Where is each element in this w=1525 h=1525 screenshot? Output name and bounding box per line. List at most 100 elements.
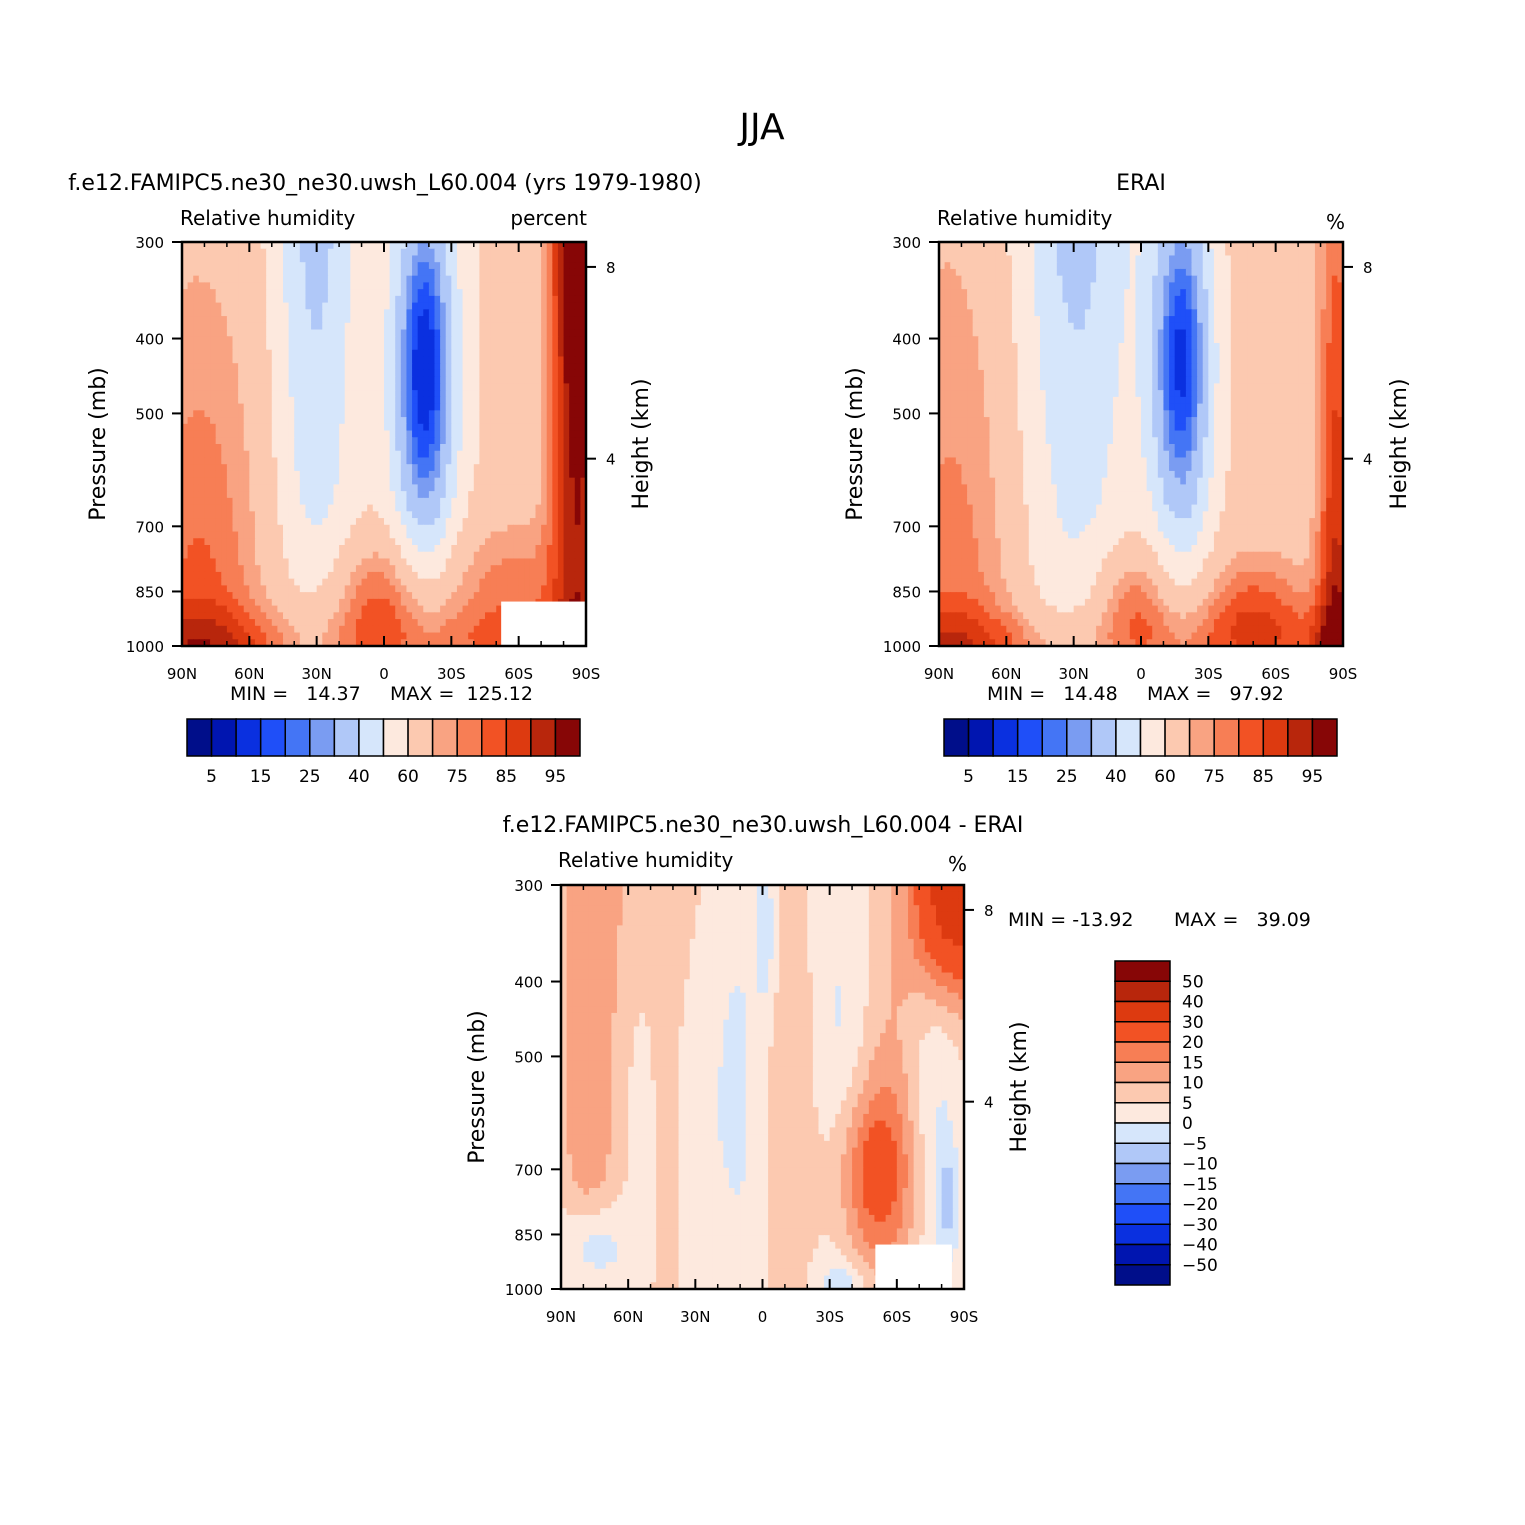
heatmap-cell: [361, 282, 368, 290]
heatmap-cell: [187, 255, 194, 263]
heatmap-cell: [434, 343, 441, 351]
heatmap-cell: [294, 444, 301, 452]
heatmap-cell: [485, 605, 492, 613]
heatmap-cell: [535, 282, 542, 290]
heatmap-cell: [333, 518, 340, 526]
heatmap-cell: [529, 356, 537, 364]
heatmap-cell: [535, 363, 542, 371]
heatmap-cell: [221, 336, 228, 344]
heatmap-cell: [283, 477, 290, 485]
heatmap-cell: [210, 518, 217, 526]
heatmap-cell: [339, 612, 346, 620]
heatmap-cell: [445, 390, 452, 398]
heatmap-cell: [311, 477, 318, 485]
heatmap-cell: [462, 349, 469, 358]
heatmap-cell: [485, 491, 492, 499]
heatmap-cell: [305, 619, 312, 627]
heatmap-cell: [193, 268, 200, 277]
heatmap-cell: [552, 356, 559, 364]
heatmap-cell: [232, 289, 239, 297]
heatmap-cell: [513, 329, 520, 337]
heatmap-cell: [344, 302, 351, 310]
heatmap-cell: [400, 598, 408, 607]
heatmap-cell: [1006, 262, 1013, 270]
heatmap-cell: [327, 295, 335, 304]
heatmap-cell: [305, 464, 312, 472]
heatmap-cell: [299, 511, 307, 519]
heatmap-cell: [552, 450, 559, 459]
heatmap-cell: [322, 538, 329, 546]
heatmap-cell: [333, 470, 340, 479]
heatmap-cell: [333, 430, 340, 438]
heatmap-cell: [485, 289, 492, 297]
heatmap-cell: [294, 262, 301, 270]
heatmap-cell: [243, 518, 250, 526]
heatmap-cell: [384, 248, 391, 257]
heatmap-cell: [389, 376, 396, 384]
heatmap-cell: [254, 457, 262, 465]
heatmap-cell: [182, 444, 189, 452]
heatmap-cell: [254, 625, 262, 634]
heatmap-cell: [260, 639, 267, 647]
heatmap-cell: [423, 558, 430, 566]
heatmap-cell: [311, 484, 318, 492]
heatmap-cell: [1202, 275, 1209, 283]
heatmap-cell: [238, 497, 245, 506]
heatmap-cell: [1174, 289, 1181, 297]
colorbar-box: [505, 718, 532, 757]
heatmap-cell: [569, 316, 576, 324]
heatmap-cell: [456, 538, 464, 546]
heatmap-cell: [384, 484, 391, 492]
heatmap-cell: [1045, 248, 1052, 257]
heatmap-cell: [939, 262, 946, 270]
heatmap-cell: [563, 585, 570, 593]
heatmap-cell: [288, 450, 295, 459]
heatmap-cell: [1040, 242, 1047, 250]
heatmap-cell: [479, 484, 486, 492]
heatmap-cell: [557, 295, 565, 304]
heatmap-cell: [440, 349, 447, 358]
heatmap-cell: [574, 369, 581, 378]
heatmap-cell: [305, 329, 312, 337]
heatmap-cell: [389, 598, 396, 607]
heatmap-cell: [406, 437, 413, 445]
heatmap-cell: [384, 470, 391, 479]
heatmap-cell: [355, 639, 363, 647]
heatmap-cell: [1163, 255, 1170, 263]
heatmap-cell: [221, 329, 228, 337]
heatmap-cell: [361, 578, 368, 586]
heatmap-cell: [367, 390, 374, 398]
heatmap-cell: [406, 322, 413, 331]
heatmap-cell: [1017, 248, 1024, 257]
heatmap-cell: [266, 356, 273, 364]
heatmap-cell: [451, 538, 458, 546]
heatmap-cell: [361, 538, 368, 546]
heatmap-cell: [187, 410, 194, 418]
heatmap-cell: [563, 565, 570, 573]
heatmap-cell: [1124, 289, 1131, 297]
heatmap-cell: [384, 578, 391, 586]
heatmap-cell: [260, 376, 267, 384]
heatmap-cell: [1320, 275, 1327, 283]
heatmap-cell: [384, 491, 391, 499]
heatmap-cell: [462, 437, 469, 445]
heatmap-cell: [1090, 289, 1097, 297]
heatmap-cell: [389, 403, 396, 411]
heatmap-cell: [529, 444, 537, 452]
heatmap-cell: [513, 470, 520, 479]
heatmap-cell: [339, 605, 346, 613]
heatmap-cell: [333, 592, 340, 600]
heatmap-cell: [350, 470, 357, 479]
heatmap-cell: [367, 309, 374, 317]
heatmap-cell: [316, 383, 323, 391]
heatmap-cell: [204, 403, 211, 411]
heatmap-cell: [485, 248, 492, 257]
heatmap-cell: [299, 417, 307, 425]
heatmap-cell: [238, 464, 245, 472]
heatmap-cell: [266, 410, 273, 418]
heatmap-cell: [198, 376, 206, 384]
heatmap-cell: [361, 524, 368, 533]
heatmap-cell: [198, 289, 206, 297]
heatmap-cell: [333, 369, 340, 378]
heatmap-cell: [210, 605, 217, 613]
